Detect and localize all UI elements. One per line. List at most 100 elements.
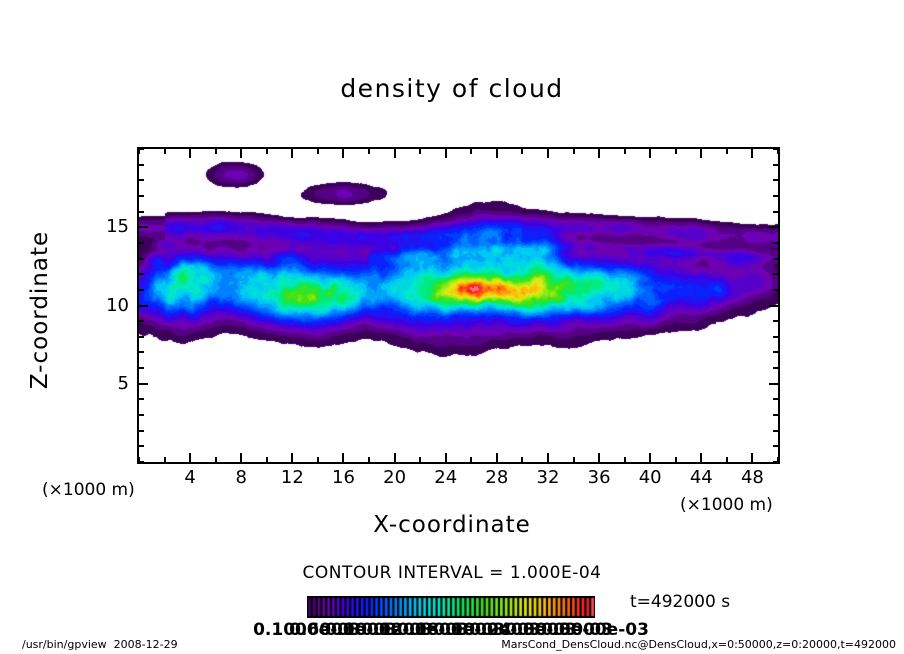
colorbar-tick-label: 0.1800e-03 <box>397 620 505 640</box>
x-tick-top-minor <box>470 149 473 154</box>
plot-area <box>137 147 780 464</box>
y-tick-minor <box>139 351 144 354</box>
x-tick-major <box>751 453 754 462</box>
x-tick-top-major <box>444 149 447 158</box>
colorbar <box>307 596 595 618</box>
x-tick-top-minor <box>725 149 728 154</box>
y-tick-right-minor <box>773 320 778 323</box>
x-tick-minor <box>265 457 268 462</box>
y-tick-minor <box>139 398 144 401</box>
y-tick-right-major <box>769 304 778 307</box>
y-tick-minor <box>139 179 144 182</box>
x-tick-minor <box>214 457 217 462</box>
x-tick-label: 16 <box>332 467 355 488</box>
time-annotation: t=492000 s <box>630 592 731 612</box>
x-tick-top-minor <box>214 149 217 154</box>
y-tick-right-minor <box>773 273 778 276</box>
y-tick-major <box>139 382 148 385</box>
x-tick-top-minor <box>674 149 677 154</box>
colorbar-tick-label: 0.1200e-03 <box>361 620 469 640</box>
y-tick-right-minor <box>773 351 778 354</box>
x-tick-major <box>495 453 498 462</box>
footer-dataset-info: MarsCond_DensCloud.nc@DensCloud,x=0:5000… <box>501 638 896 651</box>
colorbar-canvas <box>307 596 595 618</box>
x-tick-major <box>444 453 447 462</box>
y-tick-minor <box>139 273 144 276</box>
page-title: density of cloud <box>340 74 564 103</box>
y-tick-right-minor <box>773 398 778 401</box>
x-tick-top-major <box>240 149 243 158</box>
x-tick-major <box>393 453 396 462</box>
y-tick-major <box>139 304 148 307</box>
x-tick-label: 48 <box>740 467 764 488</box>
x-tick-minor <box>368 457 371 462</box>
x-tick-minor <box>725 457 728 462</box>
y-tick-right-minor <box>773 179 778 182</box>
colorbar-tick-label: 0.2400e-03 <box>469 620 577 640</box>
y-tick-right-minor <box>773 429 778 432</box>
x-tick-major <box>700 453 703 462</box>
x-tick-top-major <box>649 149 652 158</box>
x-tick-top-major <box>700 149 703 158</box>
x-tick-top-minor <box>419 149 422 154</box>
x-tick-label: 24 <box>434 467 458 488</box>
y-tick-minor <box>139 163 144 166</box>
x-tick-top-major <box>393 149 396 158</box>
x-tick-top-minor <box>368 149 371 154</box>
y-tick-minor <box>139 210 144 213</box>
y-tick-major <box>139 226 148 229</box>
x-tick-top-minor <box>572 149 575 154</box>
y-tick-minor <box>139 335 144 338</box>
x-tick-label: 40 <box>638 467 662 488</box>
y-tick-minor <box>139 194 144 197</box>
colorbar-tick-labels: 0.1000e-03 0.6000e-03 0.1000e-03 0.1200e-03… <box>0 620 904 642</box>
x-tick-minor <box>419 457 422 462</box>
x-axis-unit-note: (×1000 m) <box>680 495 773 515</box>
colorbar-tick-label: 0.3000e-03 <box>541 620 649 640</box>
y-tick-minor <box>139 461 144 462</box>
x-tick-label: 8 <box>235 467 247 488</box>
x-tick-top-major <box>546 149 549 158</box>
x-tick-minor <box>572 457 575 462</box>
y-tick-minor <box>139 320 144 323</box>
x-tick-major <box>598 453 601 462</box>
x-tick-top-minor <box>521 149 524 154</box>
y-tick-right-minor <box>773 288 778 291</box>
x-tick-major <box>189 453 192 462</box>
footer-command: /usr/bin/gpview 2008-12-29 <box>22 638 178 651</box>
x-tick-minor <box>521 457 524 462</box>
contour-interval-label: CONTOUR INTERVAL = 1.000E-04 <box>302 563 602 583</box>
colorbar-tick-label: 0.6000e-03 <box>289 620 397 640</box>
x-tick-label: 28 <box>485 467 509 488</box>
x-tick-minor <box>623 457 626 462</box>
x-tick-top-minor <box>623 149 626 154</box>
y-tick-minor <box>139 288 144 291</box>
x-tick-top-minor <box>777 149 778 154</box>
y-tick-right-minor <box>773 414 778 417</box>
x-tick-major <box>291 453 294 462</box>
x-tick-top-minor <box>265 149 268 154</box>
y-tick-right-minor <box>773 163 778 166</box>
y-tick-right-minor <box>773 257 778 260</box>
x-tick-major <box>649 453 652 462</box>
x-tick-label: 4 <box>184 467 196 488</box>
x-tick-major <box>240 453 243 462</box>
y-axis-title: Z-coordinate <box>27 230 53 390</box>
x-tick-major <box>546 453 549 462</box>
y-tick-minor <box>139 257 144 260</box>
colorbar-tick-label: 0.3000e-03 <box>505 620 613 640</box>
y-tick-right-minor <box>773 461 778 462</box>
x-tick-minor <box>674 457 677 462</box>
y-tick-minor <box>139 445 144 448</box>
x-tick-top-minor <box>163 149 166 154</box>
y-tick-minor <box>139 414 144 417</box>
y-tick-minor <box>139 149 144 150</box>
y-tick-right-minor <box>773 210 778 213</box>
y-tick-minor <box>139 429 144 432</box>
x-tick-top-major <box>291 149 294 158</box>
x-tick-top-major <box>342 149 345 158</box>
colorbar-tick-label: 0.1000e-03 <box>433 620 541 640</box>
colorbar-tick-label: 0.1000e-03 <box>325 620 433 640</box>
y-tick-right-minor <box>773 241 778 244</box>
